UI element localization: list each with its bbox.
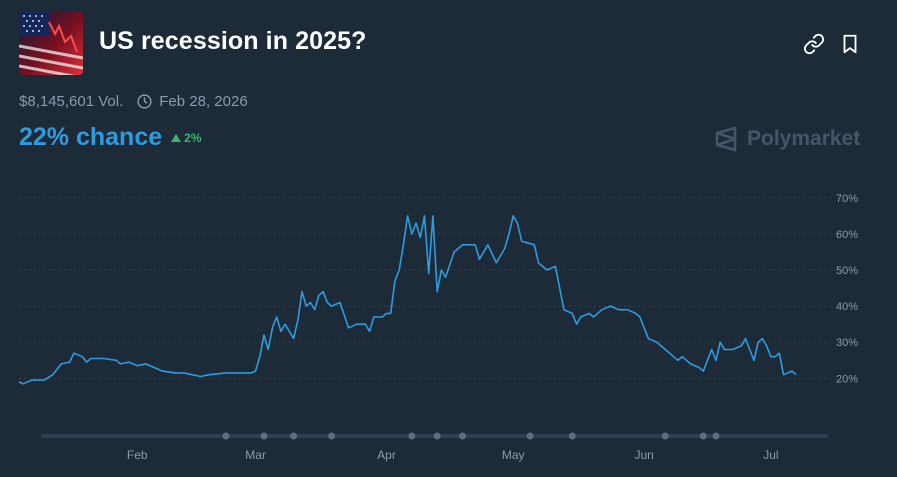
market-meta: $8,145,601 Vol. Feb 28, 2026 <box>19 93 248 110</box>
x-tick-label: Jul <box>763 448 778 462</box>
chance-delta: 2% <box>171 131 201 145</box>
y-axis-labels: 70% 60% 50% 40% 30% 20% <box>836 193 858 386</box>
x-tick-label: Apr <box>377 448 396 462</box>
y-tick-label: 60% <box>836 229 858 241</box>
y-tick-label: 70% <box>836 193 858 205</box>
x-tick-label: Feb <box>127 448 148 462</box>
polymarket-logo-icon <box>715 126 737 152</box>
x-axis-labels: Feb Mar Apr May Jun Jul <box>127 448 779 462</box>
slider-marker <box>433 432 441 440</box>
chart-grid <box>18 197 830 384</box>
slider-marker <box>408 432 416 440</box>
slider-marker <box>290 432 298 440</box>
end-date-text: Feb 28, 2026 <box>159 93 248 110</box>
time-range-slider <box>41 432 828 440</box>
price-chart[interactable]: 70% 60% 50% 40% 30% 20% Feb Mar Apr May Jun Jul <box>0 170 897 477</box>
bookmark-button[interactable] <box>839 33 861 55</box>
slider-marker <box>661 432 669 440</box>
series-line-chance <box>18 215 797 385</box>
slider-marker <box>712 432 720 440</box>
chance-delta-value: 2% <box>184 130 202 145</box>
x-tick-label: Mar <box>245 448 266 462</box>
slider-marker <box>222 432 230 440</box>
y-tick-label: 30% <box>836 337 858 349</box>
slider-marker <box>526 432 534 440</box>
chance-value: 22% chance <box>19 123 163 151</box>
y-tick-label: 50% <box>836 265 858 277</box>
recession-thumbnail-image <box>19 12 83 75</box>
clock-icon <box>136 93 153 110</box>
market-thumbnail <box>19 12 83 75</box>
link-icon <box>803 33 825 55</box>
slider-marker <box>568 432 576 440</box>
copy-link-button[interactable] <box>803 33 825 55</box>
market-title: US recession in 2025? <box>99 27 367 55</box>
slider-marker <box>699 432 707 440</box>
x-tick-label: May <box>502 448 525 462</box>
slider-marker <box>328 432 336 440</box>
y-tick-label: 40% <box>836 301 858 313</box>
arrow-up-icon <box>171 133 182 142</box>
x-tick-label: Jun <box>634 448 653 462</box>
slider-marker <box>459 432 467 440</box>
bookmark-icon <box>843 34 857 54</box>
polymarket-brand: Polymarket <box>713 126 860 152</box>
chance-row: 22% chance 2% <box>19 123 201 152</box>
y-tick-label: 20% <box>836 373 858 385</box>
volume-text: $8,145,601 Vol. <box>19 93 124 110</box>
slider-marker <box>260 432 268 440</box>
brand-name: Polymarket <box>747 127 861 150</box>
